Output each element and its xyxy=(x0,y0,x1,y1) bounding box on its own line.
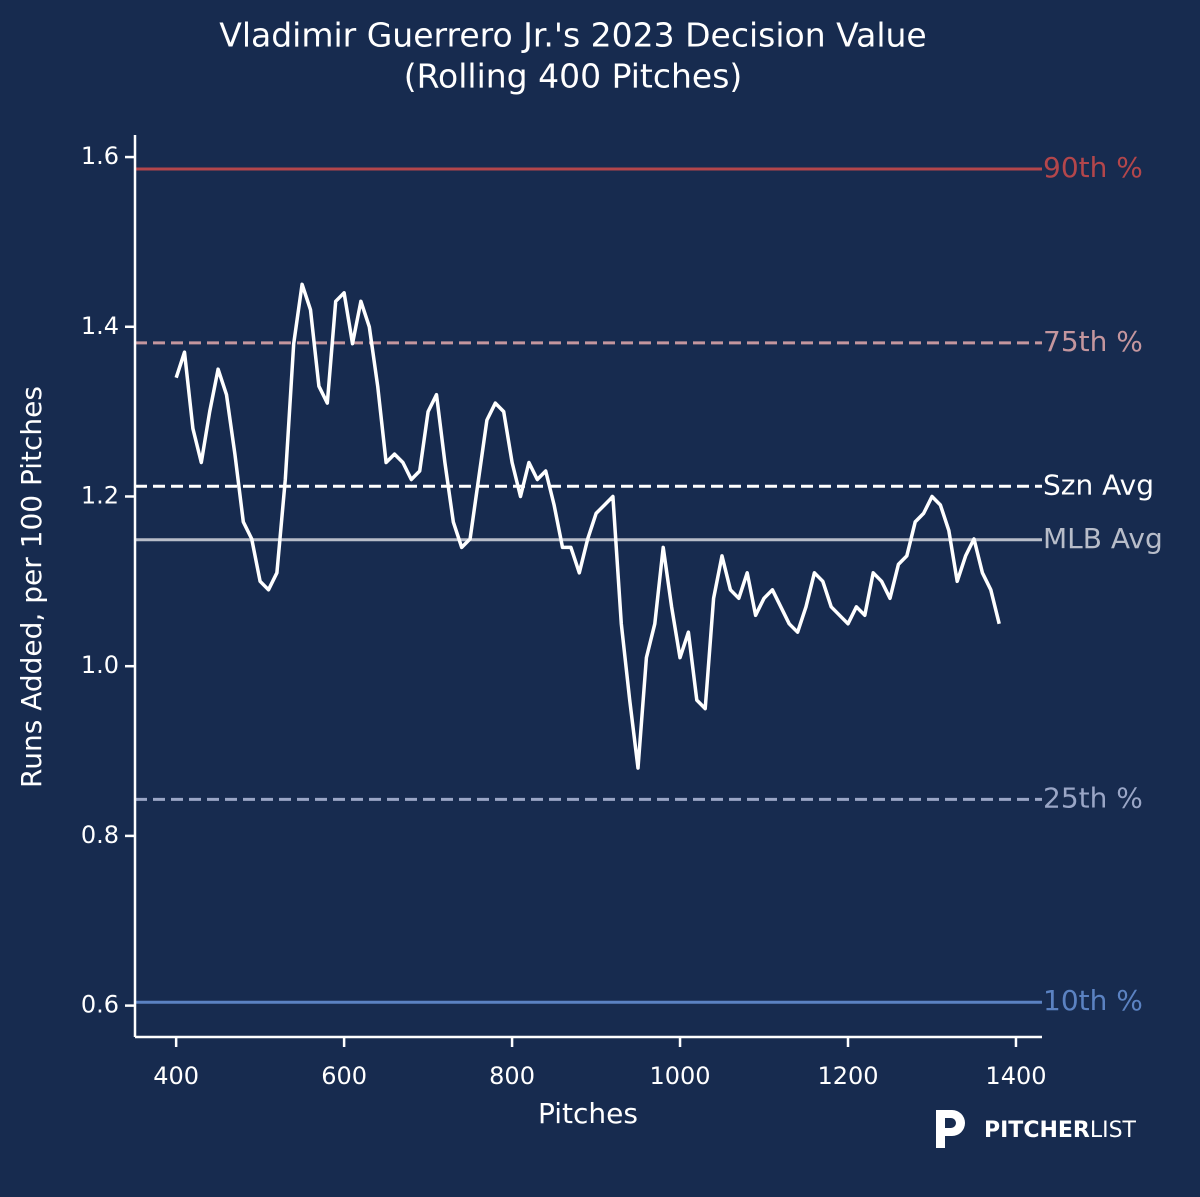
reference-label: 10th % xyxy=(1043,984,1143,1017)
x-tick-label: 1000 xyxy=(650,1062,711,1090)
x-tick-label: 1200 xyxy=(817,1062,878,1090)
logo-text: PITCHERLIST xyxy=(984,1118,1137,1143)
y-axis-label: Runs Added, per 100 Pitches xyxy=(15,386,48,788)
y-tick-label: 0.6 xyxy=(81,991,119,1019)
logo: PITCHERLIST xyxy=(936,1110,1137,1148)
chart-title: Vladimir Guerrero Jr.'s 2023 Decision Va… xyxy=(219,16,927,55)
data-line xyxy=(174,282,1001,770)
logo-bold: PITCHER xyxy=(984,1118,1090,1143)
logo-icon xyxy=(936,1110,965,1148)
y-tick-label: 0.8 xyxy=(81,821,119,849)
reference-label: 25th % xyxy=(1043,781,1143,814)
reference-label: 90th % xyxy=(1043,151,1143,184)
y-tick-label: 1.0 xyxy=(81,651,119,679)
reference-label: 75th % xyxy=(1043,325,1143,358)
y-tick-label: 1.6 xyxy=(81,142,119,170)
x-tick-label: 600 xyxy=(321,1062,367,1090)
chart-subtitle: (Rolling 400 Pitches) xyxy=(404,57,743,96)
y-tick-label: 1.4 xyxy=(81,312,119,340)
x-tick-label: 800 xyxy=(489,1062,535,1090)
x-tick-label: 400 xyxy=(153,1062,199,1090)
x-tick-label: 1400 xyxy=(985,1062,1046,1090)
reference-label: Szn Avg xyxy=(1043,468,1154,501)
x-axis-label: Pitches xyxy=(538,1097,638,1130)
y-tick-label: 1.2 xyxy=(81,481,119,509)
reference-label: MLB Avg xyxy=(1043,522,1163,555)
logo-light: LIST xyxy=(1090,1118,1137,1143)
